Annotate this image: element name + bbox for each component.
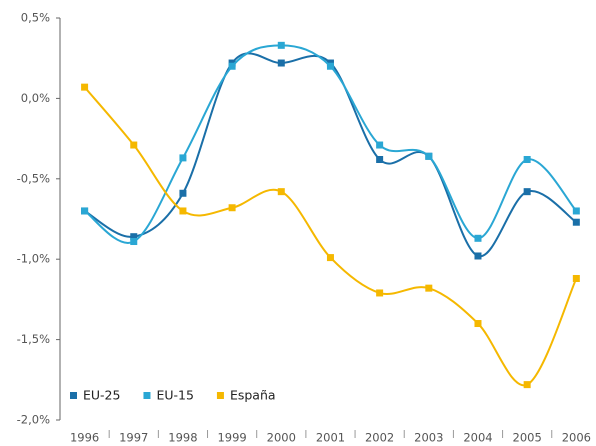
x-tick-label: 1999: [217, 431, 246, 445]
point: [572, 274, 580, 282]
point: [523, 156, 531, 164]
legend-label: EU-25: [83, 388, 120, 403]
point: [425, 284, 433, 292]
legend-swatch: [216, 392, 224, 399]
point: [277, 59, 285, 67]
point: [376, 289, 384, 297]
point: [228, 62, 236, 70]
x-tick-label: 1996: [70, 431, 99, 445]
x-tick-label: 2005: [513, 431, 542, 445]
y-tick-label: -0,5%: [17, 171, 50, 185]
point: [474, 252, 482, 260]
point: [179, 207, 187, 215]
point: [228, 204, 236, 212]
x-tick-label: 2004: [463, 431, 492, 445]
y-tick-label: -1,0%: [17, 252, 50, 266]
point: [474, 234, 482, 242]
y-tick-label: 0,0%: [21, 91, 50, 105]
y-tick-label: -1,5%: [17, 332, 50, 346]
point: [474, 320, 482, 328]
series-line: [83, 44, 578, 244]
x-tick-label: 2000: [267, 431, 296, 445]
x-tick-label: 2003: [414, 431, 443, 445]
point: [130, 238, 138, 246]
x-tick-label: 2006: [562, 431, 591, 445]
point: [81, 83, 89, 91]
x-tick-label: 1998: [168, 431, 197, 445]
point: [326, 62, 334, 70]
point: [277, 188, 285, 196]
legend-label: España: [230, 388, 276, 403]
point: [81, 207, 89, 215]
legend-swatch: [143, 392, 151, 399]
x-tick-label: 1997: [119, 431, 148, 445]
point: [523, 188, 531, 196]
legend-label: EU-15: [156, 388, 193, 403]
point: [376, 156, 384, 164]
point: [130, 233, 138, 241]
x-tick-label: 2002: [365, 431, 394, 445]
point: [130, 141, 138, 149]
point: [523, 381, 531, 389]
legend-swatch: [70, 392, 77, 399]
point: [179, 189, 187, 197]
point: [179, 154, 187, 162]
series-line: [83, 86, 578, 387]
series-line: [84, 52, 577, 258]
y-tick-label: -2,0%: [17, 413, 50, 427]
y-tick-label: 0,5%: [21, 11, 50, 25]
point: [277, 41, 285, 49]
point: [425, 152, 433, 160]
point: [326, 254, 334, 262]
point: [376, 141, 384, 149]
point: [572, 218, 580, 226]
x-tick-label: 2001: [316, 431, 345, 445]
point: [572, 207, 580, 215]
